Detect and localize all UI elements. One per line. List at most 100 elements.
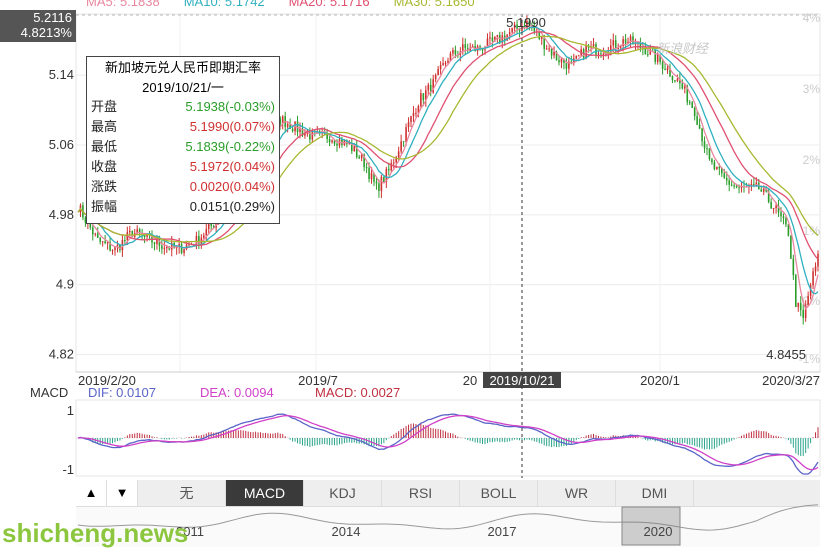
- candle-body: [513, 24, 516, 29]
- candle-body: [390, 163, 393, 171]
- candle-body: [166, 247, 168, 249]
- candle-body: [328, 138, 331, 143]
- candle-body: [437, 69, 439, 76]
- scroll-up-button[interactable]: ▲: [76, 480, 107, 506]
- candle-body: [462, 44, 464, 52]
- candle-body: [624, 39, 627, 44]
- candle-body: [735, 185, 738, 188]
- tab-dmi[interactable]: DMI: [616, 480, 694, 506]
- candle-body: [331, 140, 333, 143]
- candle-body: [207, 223, 210, 230]
- candle-body: [353, 146, 356, 152]
- candle-body: [612, 40, 615, 46]
- candle-body: [545, 48, 548, 50]
- percent-tick-label: -1%: [799, 352, 821, 366]
- tab-boll[interactable]: BOLL: [460, 480, 538, 506]
- candle-body: [610, 45, 612, 54]
- candle-body: [543, 37, 545, 49]
- dea-line: [77, 415, 819, 471]
- candle-body: [136, 229, 138, 234]
- candle-body: [373, 173, 375, 182]
- candle-body: [444, 63, 447, 65]
- candle-body: [762, 188, 765, 192]
- price-tick-label: 5.14: [49, 67, 74, 82]
- candle-body: [568, 61, 570, 69]
- tab-wr[interactable]: WR: [538, 480, 616, 506]
- candle-body: [326, 133, 328, 139]
- candle-body: [804, 305, 807, 318]
- candle-body: [790, 235, 792, 259]
- candle-body: [464, 44, 467, 49]
- scroll-down-button[interactable]: ▼: [107, 480, 138, 506]
- candle-body: [780, 212, 782, 217]
- candle-body: [639, 42, 642, 49]
- candle-body: [425, 90, 427, 101]
- candle-body: [116, 244, 119, 248]
- candle-body: [600, 53, 602, 55]
- macd-legend-item: MACD: [30, 385, 68, 400]
- candle-body: [129, 231, 131, 233]
- candle-body: [111, 250, 114, 252]
- ohlc-tooltip: 新加坡元兑人民币即期汇率 2019/10/21/一 开盘 5.1938(-0.03…: [86, 56, 280, 224]
- candle-body: [627, 41, 629, 44]
- candle-body: [558, 60, 560, 63]
- macd-tick-label: -1: [62, 462, 74, 477]
- price-axis: 5.14 5.06 4.98 4.9 4.82: [49, 67, 74, 361]
- candle-body: [797, 302, 800, 307]
- candle-body: [787, 224, 790, 236]
- candle-body: [281, 116, 284, 124]
- ma-line: [77, 26, 819, 295]
- tooltip-value: 0.0020(0.04%): [189, 179, 275, 194]
- candle-body: [405, 127, 407, 142]
- macd-legend-item: DEA: 0.0094: [200, 385, 274, 400]
- candle-body: [491, 37, 494, 41]
- candle-body: [439, 65, 442, 70]
- candle-body: [659, 54, 661, 62]
- candle-body: [380, 176, 383, 191]
- tab-macd[interactable]: MACD: [226, 480, 304, 506]
- candle-body: [486, 38, 489, 48]
- price-tick-label: 5.06: [49, 137, 74, 152]
- candle-body: [674, 80, 676, 82]
- candle-body: [617, 47, 619, 49]
- tab-无[interactable]: 无: [148, 480, 226, 506]
- tooltip-date: 2019/10/21/一: [142, 80, 224, 95]
- candle-body: [368, 167, 370, 179]
- candle-body: [114, 247, 116, 251]
- candle-body: [351, 142, 353, 152]
- candle-body: [765, 188, 767, 192]
- candle-body: [570, 61, 573, 63]
- candle-body: [661, 61, 664, 69]
- candle-body: [388, 168, 390, 171]
- candle-body: [494, 36, 496, 41]
- candle-body: [738, 187, 740, 189]
- tab-rsi[interactable]: RSI: [382, 480, 460, 506]
- candle-body: [760, 189, 763, 192]
- candle-body: [358, 156, 360, 159]
- tab-spacer: [138, 480, 148, 506]
- candle-body: [575, 55, 578, 59]
- tooltip-value: 5.1972(0.04%): [189, 159, 275, 174]
- candle-body: [84, 217, 87, 223]
- candle-body: [528, 20, 531, 26]
- ma-legend: MA5: 5.1838 MA10: 5.1742 MA20: 5.1716 MA30:…: [86, 0, 475, 10]
- tooltip-row: 最低 5.1839(-0.22%): [87, 137, 279, 157]
- cursor-percent: 4.8213%: [20, 25, 72, 40]
- candle-body: [422, 93, 425, 101]
- candle-body: [363, 154, 365, 168]
- candle-body: [595, 44, 597, 55]
- tab-list: 无 MACD KDJ RSI BOLL WR DMI: [148, 480, 694, 506]
- tooltip-value: 5.1839(-0.22%): [185, 139, 275, 154]
- candle-body: [452, 50, 454, 54]
- candle-body: [669, 68, 671, 77]
- tab-kdj[interactable]: KDJ: [304, 480, 382, 506]
- tooltip-value: 5.1938(-0.03%): [185, 99, 275, 114]
- candle-body: [89, 220, 92, 228]
- candle-body: [370, 173, 373, 179]
- candle-body: [688, 102, 691, 104]
- candle-body: [203, 235, 205, 238]
- candle-body: [592, 44, 595, 47]
- tooltip-key: 开盘: [91, 99, 118, 114]
- candle-body: [666, 68, 669, 70]
